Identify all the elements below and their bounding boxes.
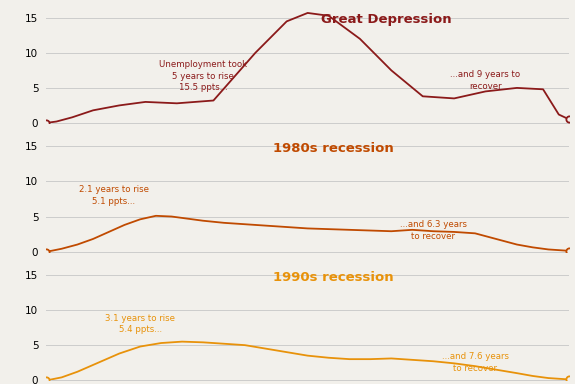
Text: ...and 6.3 years
to recover: ...and 6.3 years to recover <box>400 220 467 241</box>
Text: ...and 9 years to
recover: ...and 9 years to recover <box>450 70 520 91</box>
Text: 3.1 years to rise
5.4 ppts...: 3.1 years to rise 5.4 ppts... <box>105 314 175 334</box>
Text: 1990s recession: 1990s recession <box>274 271 394 284</box>
Text: Unemployment took
5 years to rise
15.5 ppts...: Unemployment took 5 years to rise 15.5 p… <box>159 60 247 93</box>
Text: ...and 7.6 years
to recover: ...and 7.6 years to recover <box>442 352 508 373</box>
Text: 1980s recession: 1980s recession <box>274 142 394 155</box>
Text: 2.1 years to rise
5.1 ppts...: 2.1 years to rise 5.1 ppts... <box>79 185 149 206</box>
Text: Great Depression: Great Depression <box>321 13 451 26</box>
